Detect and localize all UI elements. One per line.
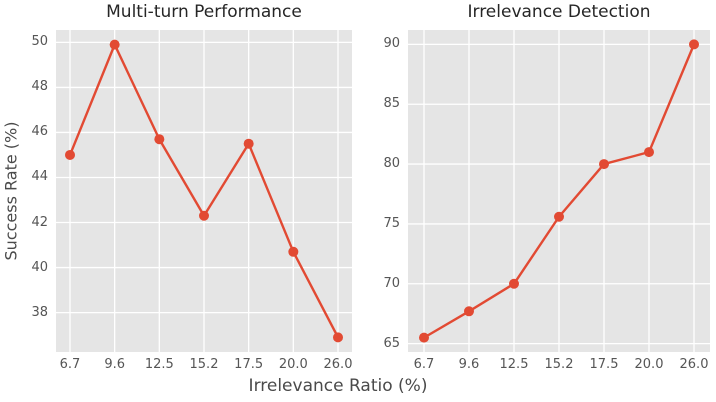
data-point: [109, 39, 120, 50]
x-tick-label: 15.2: [544, 357, 574, 372]
y-tick-label: 85: [383, 96, 400, 112]
y-axis-label: Success Rate (%): [1, 121, 21, 261]
data-point: [689, 39, 699, 50]
y-tick-label: 42: [31, 214, 48, 230]
left-chart-title: Multi-turn Performance: [106, 2, 302, 22]
y-tick-label: 70: [383, 275, 400, 291]
x-tick-label: 20.0: [278, 357, 308, 372]
x-tick-label: 17.5: [234, 357, 264, 372]
data-point: [509, 278, 519, 289]
x-axis-label: Irrelevance Ratio (%): [248, 376, 428, 396]
x-tick-label: 15.2: [189, 357, 219, 372]
y-tick-label: 80: [383, 156, 400, 172]
right-chart-title: Irrelevance Detection: [467, 2, 651, 22]
data-point: [154, 134, 165, 145]
data-point: [65, 149, 75, 160]
x-tick-label: 26.0: [679, 357, 709, 372]
data-point: [599, 159, 609, 170]
data-point: [419, 332, 429, 343]
y-tick-label: 46: [31, 124, 48, 140]
y-tick-label: 75: [383, 215, 400, 231]
x-tick-label: 12.5: [499, 357, 529, 372]
right-chart-plot: [408, 30, 710, 352]
x-tick-label: 17.5: [589, 357, 619, 372]
x-tick-label: 6.7: [413, 357, 435, 372]
left-chart-plot: [56, 30, 352, 352]
y-tick-label: 48: [31, 79, 48, 95]
x-tick-label: 20.0: [634, 357, 664, 372]
x-tick-label: 12.5: [144, 357, 174, 372]
y-tick-label: 44: [31, 169, 48, 185]
data-point: [243, 138, 254, 149]
data-point: [288, 246, 299, 257]
data-point: [644, 147, 654, 158]
y-tick-label: 50: [31, 34, 48, 50]
data-point: [333, 332, 343, 343]
y-tick-label: 38: [31, 304, 48, 320]
y-tick-label: 65: [383, 335, 400, 351]
y-tick-label: 90: [383, 36, 400, 52]
x-tick-label: 26.0: [323, 357, 353, 372]
y-tick-label: 40: [31, 259, 48, 275]
data-point: [464, 306, 474, 317]
data-point: [554, 211, 564, 222]
x-tick-label: 6.7: [59, 357, 81, 372]
data-point: [199, 210, 209, 221]
x-tick-label: 9.6: [104, 357, 125, 372]
x-tick-label: 9.6: [458, 357, 480, 372]
